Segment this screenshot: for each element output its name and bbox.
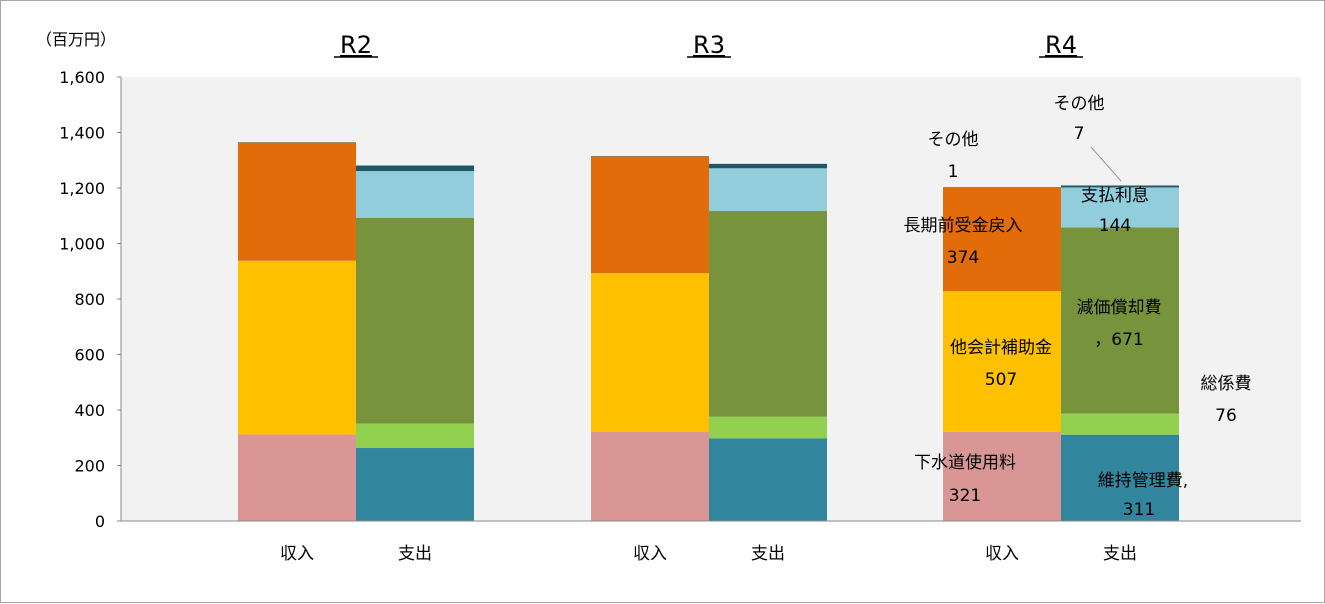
y-tick-label: 1,200 [59,179,105,198]
annotation-usage-name: 下水道使用料 [914,452,1016,473]
annotation-leader-line [1090,146,1122,182]
bar-segment [238,260,356,435]
bar-segment [356,165,474,172]
annotation-longterm-name: 長期前受金戻入 [904,216,1023,236]
bar-segment [943,431,1061,521]
bar-segment [238,142,356,261]
annotation-subsidy-value: 507 [985,370,1017,390]
x-category-label: 支出 [751,544,785,564]
bar-segment [238,142,356,143]
x-category-label: 支出 [398,544,432,564]
bar-segment [709,416,827,439]
bar-segment [709,163,827,169]
bars-layer [238,142,1179,521]
bar-segment [1061,187,1179,228]
bar-segment [1061,413,1179,435]
annotation-subsidy-name: 他会計補助金 [950,338,1052,358]
year-label: R4 [1045,31,1077,59]
y-tick-label: 0 [95,512,105,531]
bar-segment [709,211,827,417]
y-tick-label: 1,600 [59,68,105,87]
annotation-maint-value: 311 [1123,500,1155,520]
y-tick-label: 1,000 [59,235,105,254]
x-category-label: 支出 [1103,544,1137,564]
bar-segment [356,448,474,521]
bar-segment [943,187,1061,292]
bar-segment [1061,227,1179,414]
annotation-in-sonota-value: 1 [948,162,959,182]
y-axis-ticks: 0 200 400 600 800 1,000 1,200 1,400 1,600 [59,68,121,531]
bar-segment [591,156,709,274]
bar-segment [356,217,474,424]
annotation-out-sonota-value: 7 [1074,124,1085,144]
annotation-depr-name: 減価償却費 [1077,298,1162,318]
annotation-usage-value: 321 [949,486,981,506]
unit-label: （百万円） [36,30,116,49]
bar-segment [1061,434,1179,521]
y-tick-label: 600 [74,346,105,365]
y-tick-label: 400 [74,401,105,420]
bar-segment [709,168,827,212]
bar-segment [709,438,827,521]
x-category-label: 収入 [280,544,314,564]
year-label: R2 [340,31,372,59]
bar-segment [591,431,709,521]
bar-segment [238,434,356,521]
annotation-maint-name: 維持管理費, [1098,471,1188,491]
annotation-admin-value: 76 [1215,406,1237,426]
annotation-longterm-value: 374 [947,248,979,268]
bar-segment [1061,185,1179,188]
annotation-admin-name: 総係費 [1201,374,1252,394]
y-tick-label: 1,400 [59,124,105,143]
bar-segment [591,273,709,432]
bar-segment [356,423,474,449]
bar-segment [943,187,1061,188]
annotation-in-sonota-name: その他 [928,130,979,150]
annotation-interest-value: 144 [1099,216,1131,236]
annotation-depr-value: ，671 [1094,330,1143,350]
y-tick-label: 800 [74,290,105,309]
bar-segment [591,156,709,157]
annotation-interest-name: 支払利息 [1081,186,1149,206]
year-label: R3 [693,31,725,59]
y-tick-label: 200 [74,457,105,476]
bar-segment [356,171,474,218]
x-category-labels: 収入 支出 収入 支出 収入 支出 [280,544,1137,564]
year-labels: R2 R3 R4 [334,31,1083,59]
x-category-label: 収入 [633,544,667,564]
annotation-out-sonota-name: その他 [1054,94,1105,114]
bar-segment [943,291,1061,432]
x-category-label: 収入 [985,544,1019,564]
